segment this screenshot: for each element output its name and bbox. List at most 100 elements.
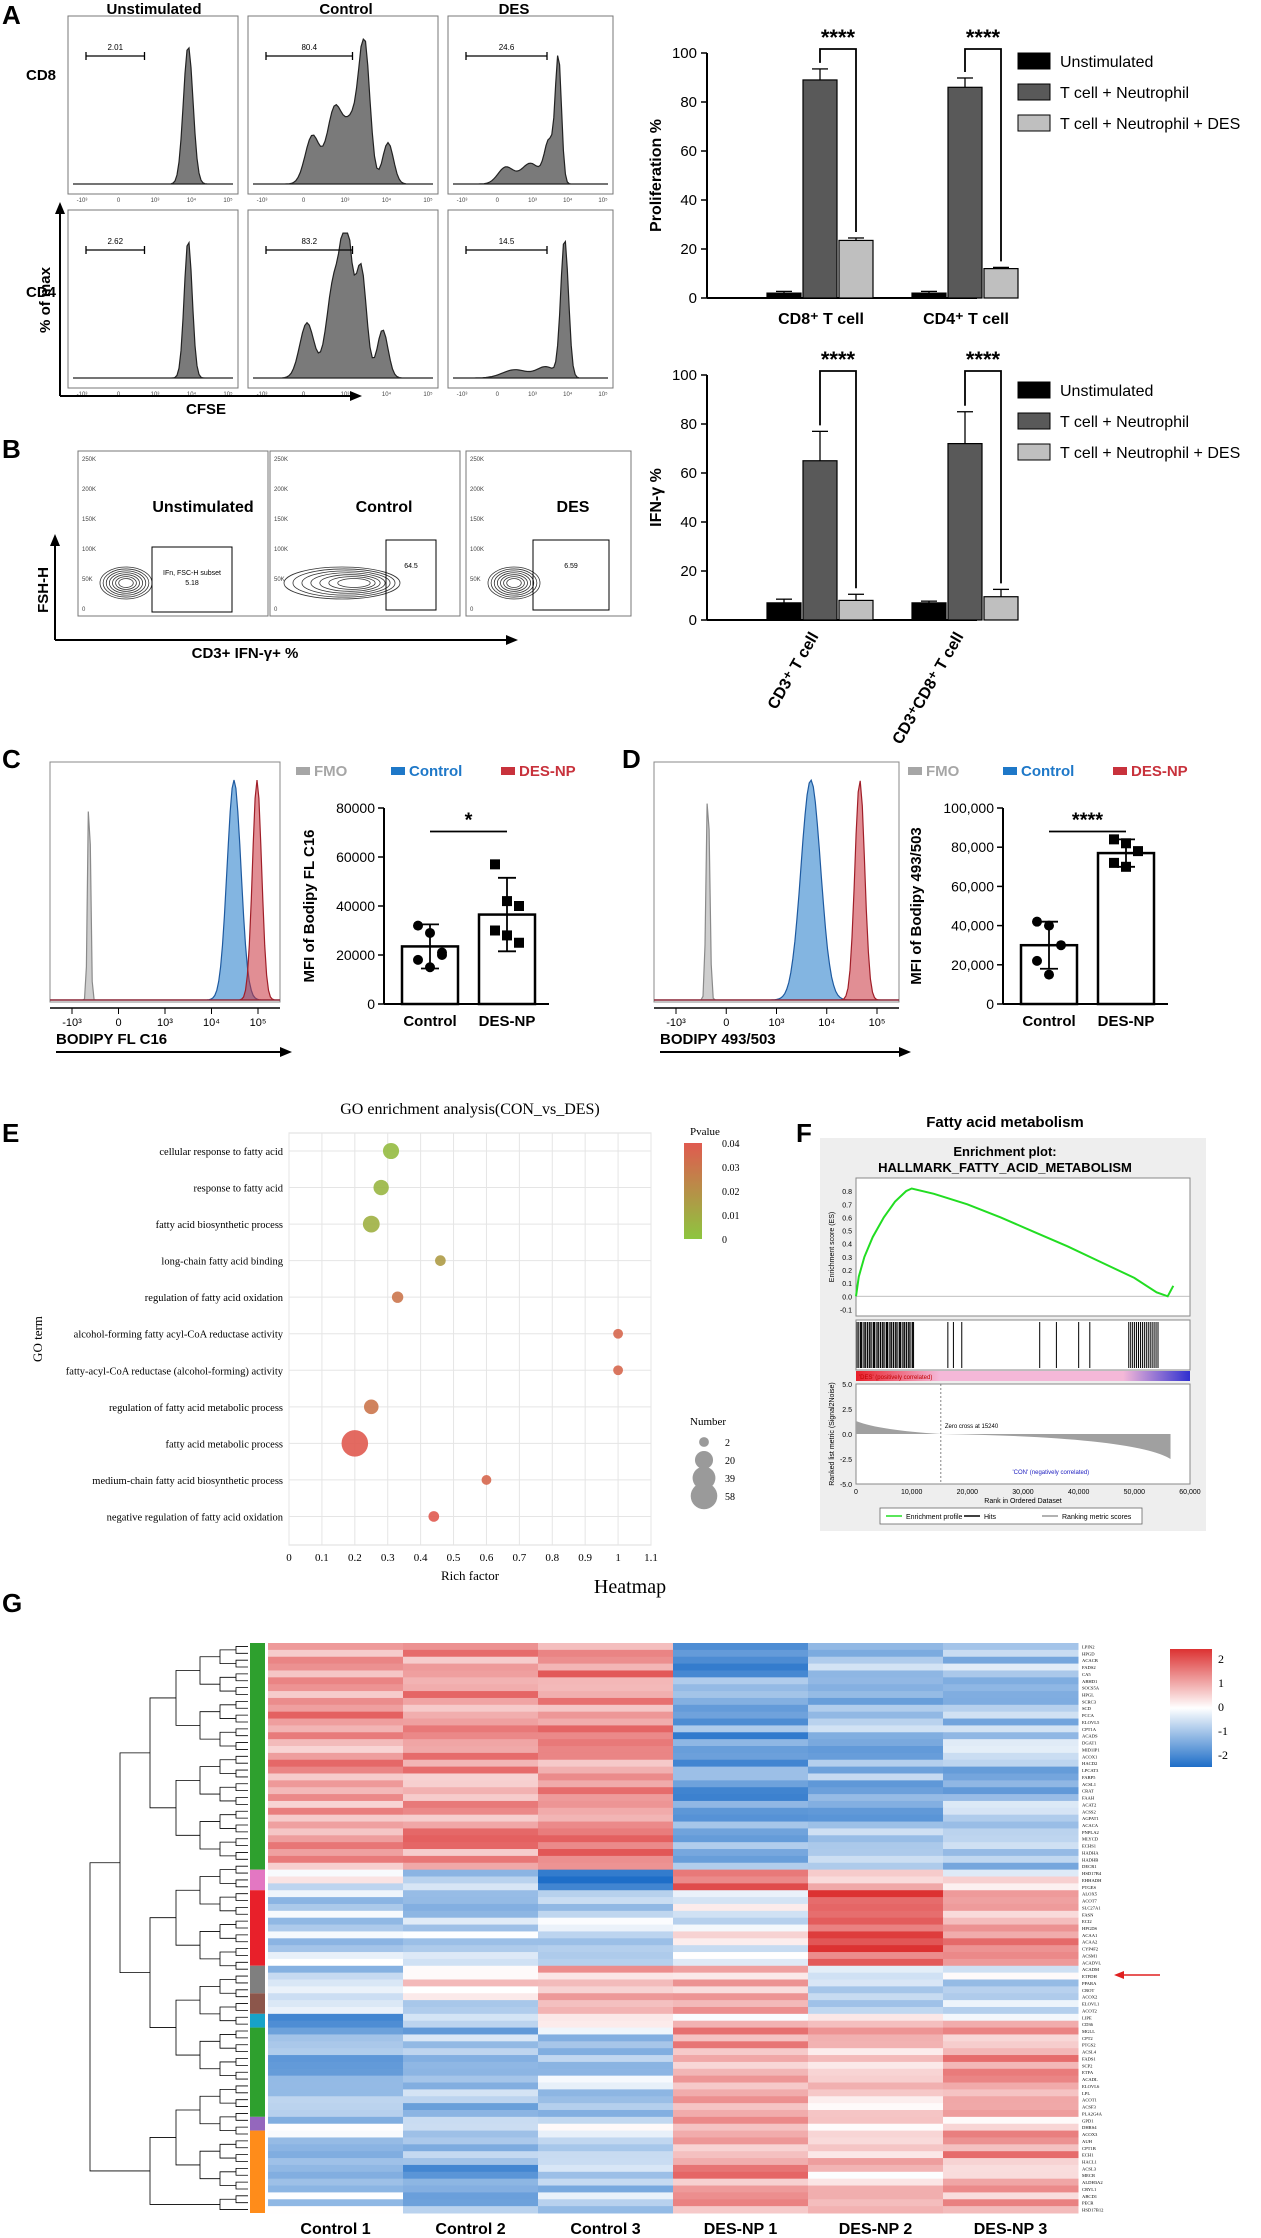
heatmap-cell	[268, 2206, 404, 2214]
dendrogram-branch	[235, 1989, 248, 1998]
heatmap-gene-label: HADHB	[1082, 1857, 1098, 1862]
heatmap-cell	[943, 1869, 1079, 1877]
go-bubble	[613, 1365, 624, 1376]
heatmap-cluster-bar	[250, 1993, 265, 2014]
heatmap-cell	[943, 2082, 1079, 2090]
contour-ring	[490, 568, 538, 598]
dendrogram-branch	[199, 2150, 220, 2180]
dendrogram-branch	[219, 1759, 236, 1774]
heatmap-cell	[808, 2048, 944, 2056]
heatmap-gene-label: DECR1	[1082, 1864, 1097, 1869]
heatmap-cell	[538, 2027, 674, 2035]
dendrogram-branch	[235, 1659, 248, 1668]
dendrogram-branch	[235, 1687, 248, 1695]
dendrogram-branch	[235, 1920, 248, 1929]
heatmap-cell	[673, 1814, 809, 1823]
heatmap-cell	[403, 1986, 539, 1994]
heatmap-cell	[403, 2027, 539, 2035]
heatmap-cell	[808, 2178, 944, 2187]
dendrogram-branch	[149, 2137, 220, 2205]
heatmap-cell	[808, 2082, 944, 2090]
heatmap-cell	[403, 1746, 539, 1754]
dendrogram-branch	[199, 1711, 220, 1740]
heatmap-cell	[403, 2171, 539, 2180]
heatmap-cell	[403, 2006, 539, 2015]
bar-y-tick-label: 20	[680, 563, 697, 580]
heatmap-cell	[268, 1945, 404, 1953]
heatmap-cell	[673, 2075, 809, 2084]
dot-point	[425, 927, 435, 938]
heatmap-cell	[538, 1828, 674, 1836]
heatmap-gene-label: ETFDH	[1082, 1974, 1097, 1979]
heatmap-cell	[808, 1697, 944, 1706]
heatmap-gene-label: AGPAT1	[1082, 1816, 1099, 1821]
heatmap-gene-label: ACOT1	[1082, 2098, 1098, 2103]
heatmap-cell	[673, 1787, 809, 1795]
bar-sig-bracket	[819, 370, 857, 589]
heatmap-cell	[943, 1780, 1079, 1788]
bar-rect	[983, 596, 1019, 621]
heatmap-cell	[673, 2164, 809, 2173]
go-size-legend-bubble	[692, 1466, 716, 1490]
dendrogram-branch	[235, 1824, 248, 1833]
bar-category-label: CD8⁺ T cell	[778, 311, 864, 328]
dendrogram-branch	[235, 1673, 248, 1682]
gsea-subtitle2: HALLMARK_FATTY_ACID_METABOLISM	[878, 1160, 1132, 1175]
contour-ring	[496, 572, 532, 594]
heatmap-cell	[808, 2089, 944, 2097]
heatmap-cell	[403, 1718, 539, 1726]
dot-y-tick-label: 40,000	[951, 918, 994, 934]
go-bubble	[373, 1179, 389, 1196]
legend-swatch	[391, 767, 405, 775]
flow-a-tick: -10³	[457, 198, 468, 204]
heatmap-cell	[403, 2199, 539, 2207]
heatmap-cell	[538, 2048, 674, 2056]
heatmap-cell	[403, 1897, 539, 1905]
heatmap-gene-label: ACAA2	[1082, 1940, 1098, 1945]
heatmap-cell	[808, 2192, 944, 2200]
heatmap-cell	[538, 2178, 674, 2187]
bar-y-tick-label: 80	[680, 94, 697, 111]
go-x-tick-label: 0.3	[381, 1552, 395, 1564]
proliferation-bar-chart: 0 20 40 60 80 100 Proliferation % **** CD8⁺ T ce…	[648, 25, 1019, 328]
heatmap-cell	[808, 1794, 944, 1802]
heatmap-cell	[268, 1739, 404, 1747]
heatmap-cell	[538, 2061, 674, 2070]
heatmap-cell	[673, 1766, 809, 1774]
heatmap-cell	[403, 1814, 539, 1823]
dendrogram-branch	[219, 1704, 236, 1719]
heatmap-cell	[268, 1800, 404, 1809]
contour-y-tick: 100K	[470, 547, 484, 553]
heatmap-column-label: Control 1	[300, 2221, 370, 2238]
heatmap-cell	[808, 1752, 944, 1761]
heatmap-cell	[403, 1800, 539, 1809]
contour-y-tick: 250K	[470, 457, 484, 463]
heatmap-cell	[673, 1890, 809, 1898]
heatmap-cell	[808, 2137, 944, 2145]
bar-rect	[766, 292, 802, 299]
heatmap-cell	[403, 2096, 539, 2104]
heatmap-cell	[808, 1835, 944, 1843]
heatmap-gene-label: DGAT1	[1082, 1741, 1097, 1746]
dot-y-tick-label: 60,000	[951, 878, 994, 894]
heatmap-cell	[943, 1945, 1079, 1953]
heatmap-cell	[673, 2041, 809, 2049]
heatmap-cell	[673, 1986, 809, 1994]
heatmap-legend-tick: -1	[1218, 1724, 1228, 1738]
contour-ring	[487, 566, 541, 600]
heatmap-gene-label: LIPE	[1082, 2015, 1092, 2020]
heatmap-cell	[268, 2055, 404, 2063]
dendrogram-branch	[175, 1889, 200, 1946]
go-size-legend-label: 20	[725, 1456, 735, 1467]
heatmap-cell	[808, 2130, 944, 2138]
heatmap-gene-label: ELOVL6	[1082, 2084, 1100, 2089]
contour-ring	[115, 576, 137, 590]
heatmap-cell	[403, 1787, 539, 1795]
heatmap-cell	[268, 2137, 404, 2145]
heatmap-cell	[943, 1993, 1079, 2001]
dot-category-label: DES-NP	[479, 1013, 536, 1030]
flow-a-tick: 0	[496, 198, 500, 204]
flow-a-gate-value: 14.5	[499, 237, 515, 246]
heatmap-cell	[268, 1725, 404, 1733]
heatmap-cell	[538, 1862, 674, 1871]
